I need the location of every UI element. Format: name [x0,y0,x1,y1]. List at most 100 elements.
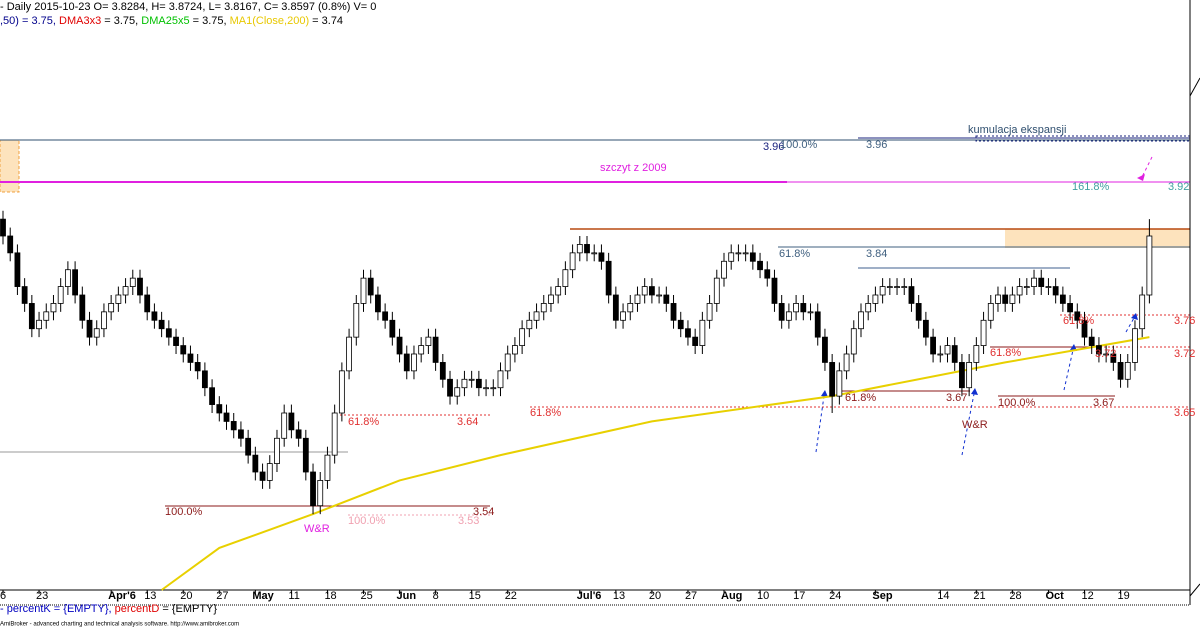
x-tick-label: Oct [1045,590,1064,602]
candle-body [36,319,42,330]
candle-body [915,303,922,321]
candle-body [872,294,879,304]
candle-body [728,252,735,262]
candle-body [922,319,929,338]
scroll-mark [1189,583,1200,597]
candle-body [584,244,590,254]
candle-body [858,311,864,330]
arrow [1141,156,1153,178]
candle-body [1117,362,1124,380]
candle-body [540,303,547,313]
legend-item: DMA3x3 [59,15,101,27]
legend-item: = 3.75, [190,15,230,27]
candle-body [908,286,915,304]
annotation: 3.67 [946,392,967,404]
annotation: W&R [962,419,988,431]
annotation: 61.8% [990,347,1021,359]
arrowhead [971,388,978,395]
candle-body [1146,235,1153,296]
candle-body [721,260,727,279]
legend-item: ,50) = 3.75, [0,15,59,27]
candle-body [901,286,908,288]
annotation: kumulacja ekspansji [968,124,1066,136]
x-tick-label: 17 [793,590,805,602]
candle-body [396,336,403,355]
candle-body [1103,353,1110,356]
candle-body [692,336,699,346]
x-tick-label: 28 [1009,590,1021,602]
candle-body [201,370,208,389]
candle-body [137,277,143,296]
candle-body [1124,362,1131,380]
x-tick-label: 24 [829,590,841,602]
candle-body [21,286,28,304]
annotation: 3.64 [457,416,478,428]
candle-body [238,429,244,439]
arrow [1125,317,1135,333]
candle-body [360,277,367,304]
candle-body [439,362,446,380]
annotation: 100.0% [348,515,386,527]
candle-body [317,480,324,507]
candle-body [519,328,526,346]
candle-body [865,303,872,313]
x-tick-label: 23 [36,590,48,602]
candle-body [230,421,237,431]
x-tick-label: 21 [973,590,985,602]
annotation: 61.8% [779,248,810,260]
candle-body [677,319,684,330]
candle-body [894,286,900,288]
annotation: 100.0% [780,139,818,151]
candle-body [1067,303,1073,313]
x-tick-label: Aug [721,590,742,602]
candle-body [324,454,331,481]
candle-body [14,252,21,287]
x-tick-label: 22 [505,590,517,602]
candle-body [591,252,598,255]
candle-body [353,303,360,338]
candle-body [101,311,107,330]
candle-body [295,429,302,439]
candle-body [50,303,57,313]
annotation: 3.76 [1174,315,1195,327]
candle-body [0,218,6,237]
candle-body [634,294,641,304]
arrowhead [821,390,828,397]
candle-body [64,269,71,287]
candle-body [165,328,172,338]
candle-body [800,303,807,313]
candle-body [706,303,713,321]
candle-body [944,345,951,355]
candle-body [144,294,151,313]
candle-body [1074,311,1081,321]
legend-item: = 3.74 [309,15,343,27]
candle-body [432,336,439,363]
candle-body [1045,286,1052,288]
candle-body [785,311,792,321]
annotation: 3.65 [1174,407,1195,419]
x-tick-label: Jul'6 [577,590,602,602]
candle-body [685,328,691,338]
candle-body [822,336,828,363]
candle-body [461,378,468,389]
x-tick-label: 13 [613,590,625,602]
x-tick-label: 27 [216,590,228,602]
candle-body [562,269,569,287]
x-tick-label: 13 [144,590,156,602]
annotation: 61.8% [845,392,876,404]
candle-body [72,269,78,296]
candle-body [331,412,338,456]
candle-body [259,471,266,481]
candle-body [425,336,432,346]
candle-body [302,437,309,473]
candle-body [1052,286,1059,296]
candle-body [281,412,288,439]
x-tick-label: 19 [1118,590,1130,602]
candle-body [656,294,663,297]
candle-body [742,252,749,255]
annotation: 3.96 [866,139,887,151]
candle-body [129,277,136,287]
candle-body [663,294,670,304]
candle-body [43,311,50,321]
